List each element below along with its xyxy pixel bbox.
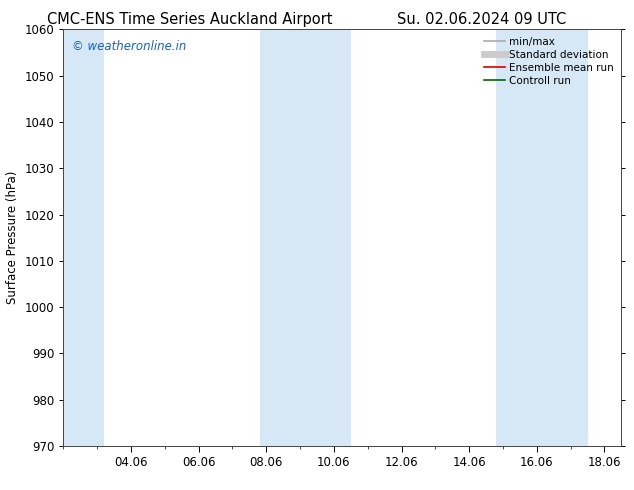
Bar	[259, 29, 294, 446]
Bar	[496, 29, 530, 446]
Bar	[294, 29, 351, 446]
Text: CMC-ENS Time Series Auckland Airport: CMC-ENS Time Series Auckland Airport	[48, 12, 333, 27]
Text: Su. 02.06.2024 09 UTC: Su. 02.06.2024 09 UTC	[398, 12, 566, 27]
Bar	[63, 29, 104, 446]
Y-axis label: Surface Pressure (hPa): Surface Pressure (hPa)	[6, 171, 19, 304]
Legend: min/max, Standard deviation, Ensemble mean run, Controll run: min/max, Standard deviation, Ensemble me…	[482, 35, 616, 88]
Bar	[530, 29, 588, 446]
Text: © weatheronline.in: © weatheronline.in	[72, 40, 186, 53]
